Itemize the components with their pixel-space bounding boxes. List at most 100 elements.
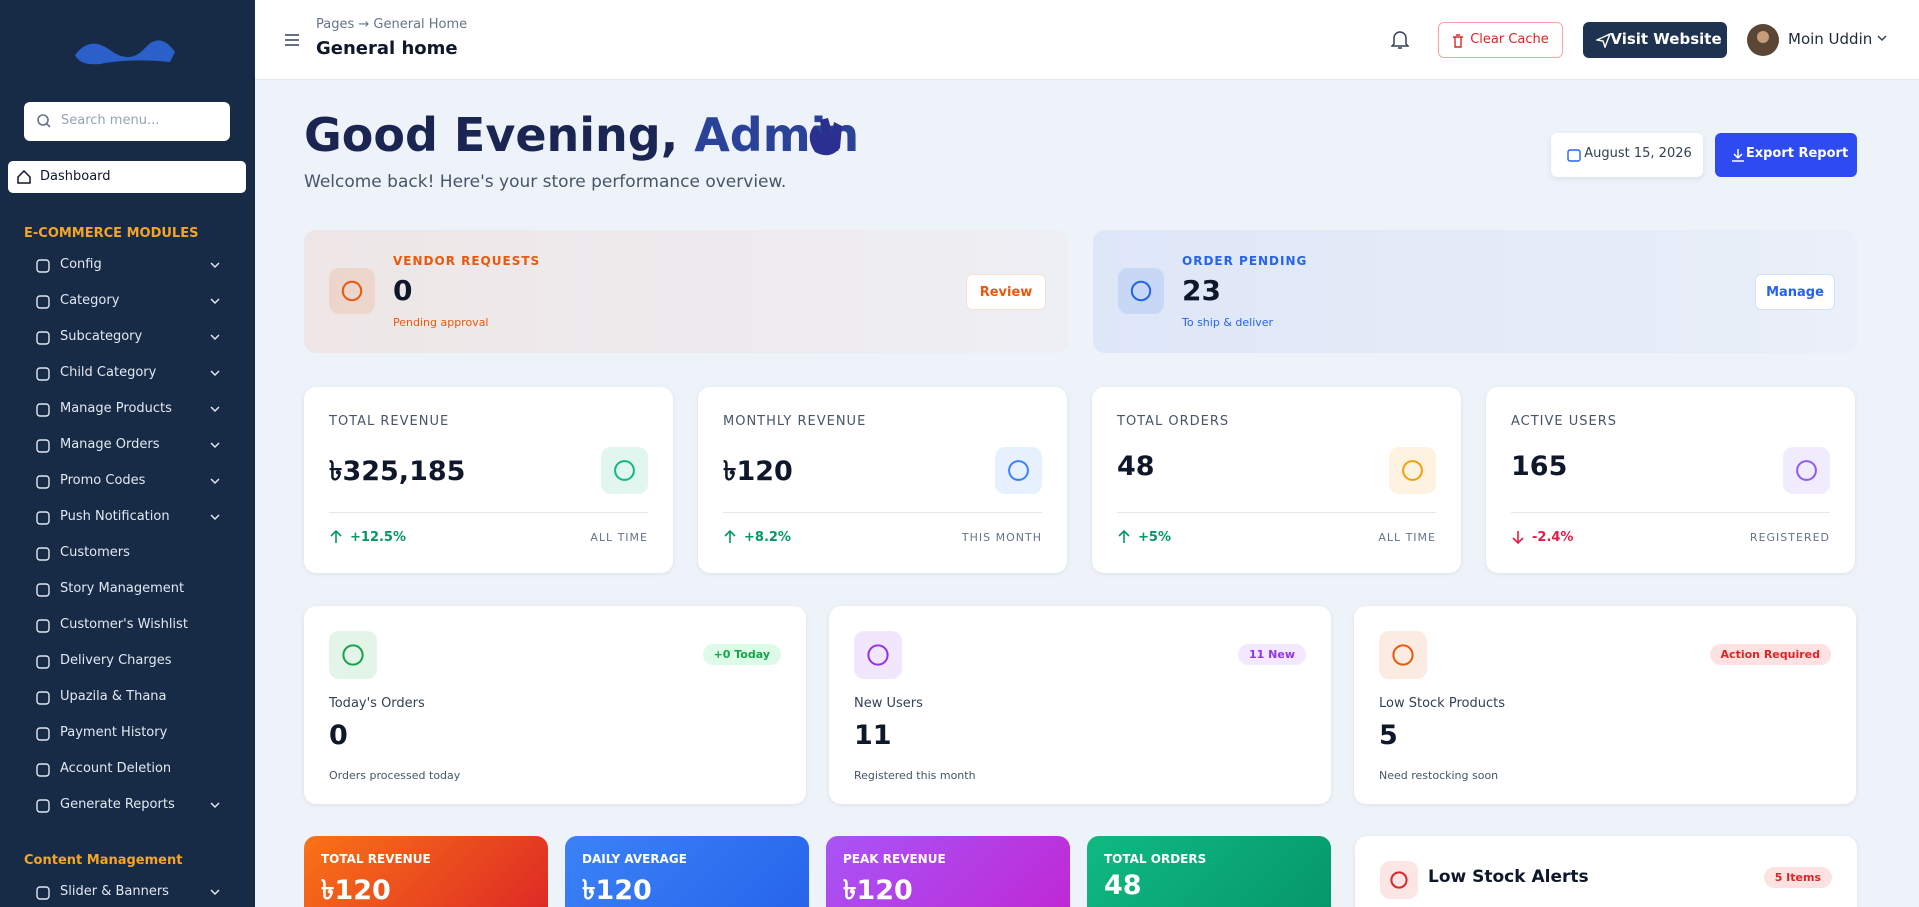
low-stock-panel: Low Stock Alerts 5 Items (1355, 836, 1857, 907)
nav-label: Dashboard (40, 169, 111, 184)
nav-icon (36, 259, 50, 273)
nav-icon (36, 655, 50, 669)
trash-icon (1453, 34, 1463, 48)
nav-label: Customer's Wishlist (60, 617, 188, 632)
chevron (210, 262, 220, 269)
nav-label: Push Notification (60, 509, 170, 524)
button-label: Visit Website (1610, 30, 1722, 48)
icon-box (1783, 447, 1830, 494)
nav-label: Delivery Charges (60, 653, 172, 668)
gradient-value: ৳120 (843, 875, 913, 906)
stat-label: ACTIVE USERS (1511, 414, 1618, 429)
chevron (210, 370, 220, 377)
nav-icon (36, 691, 50, 705)
date-label: August 15, 2026 (1584, 146, 1692, 161)
clear-cache-button[interactable]: Clear Cache (1438, 22, 1563, 58)
activity-label: Today's Orders (329, 696, 425, 711)
bell-icon[interactable] (1391, 30, 1409, 50)
main-content: Good Evening, Admin Welcome back! Here's… (255, 80, 1919, 907)
icon-box (1389, 447, 1436, 494)
stat-label: TOTAL REVENUE (329, 414, 450, 429)
export-button[interactable]: Export Report (1715, 133, 1857, 177)
stat-period: ALL TIME (1378, 531, 1436, 544)
gradient-label: PEAK REVENUE (843, 852, 946, 866)
icon-box (329, 268, 375, 314)
activity-card: 11 New New Users 11 Registered this mont… (829, 606, 1331, 804)
trend-icon (1512, 531, 1524, 544)
icon-box (1379, 631, 1427, 679)
activity-badge: Action Required (1709, 644, 1831, 665)
user-name[interactable]: Moin Uddin (1788, 30, 1873, 48)
send-icon (1596, 33, 1611, 48)
chevron (210, 514, 220, 521)
nav-icon (36, 403, 50, 417)
gradient-card: TOTAL REVENUE ৳120 (304, 836, 548, 907)
icon-box (854, 631, 902, 679)
chevron (210, 406, 220, 413)
divider (723, 512, 1042, 513)
alert-action[interactable]: Manage (1755, 274, 1835, 310)
nav-item-active[interactable]: Dashboard (8, 161, 246, 193)
activity-note: Need restocking soon (1379, 769, 1499, 782)
nav-icon (36, 331, 50, 345)
chevron (210, 889, 220, 896)
visit-website-button[interactable]: Visit Website (1583, 22, 1727, 58)
activity-badge: 11 New (1238, 644, 1306, 665)
panel-badge: 5 Items (1763, 867, 1832, 888)
gradient-value: 48 (1104, 870, 1142, 901)
menu-icon[interactable] (285, 34, 299, 46)
chevron (210, 334, 220, 341)
sidebar: Search menu... Dashboard E-COMMERCE MODU… (0, 0, 255, 907)
alert-card: ORDER PENDING 23 To ship & deliver Manag… (1093, 230, 1857, 353)
nav-label: Category (60, 293, 120, 308)
nav-label: Child Category (60, 365, 157, 380)
nav-label: Promo Codes (60, 473, 146, 488)
stat-value: 48 (1117, 451, 1155, 482)
alert-label: VENDOR REQUESTS (393, 254, 541, 268)
search-input[interactable]: Search menu... (24, 102, 230, 141)
alert-value: 0 (393, 274, 413, 307)
stat-change: +12.5% (350, 530, 406, 545)
nav-label: Slider & Banners (60, 884, 169, 899)
alert-label: ORDER PENDING (1182, 254, 1308, 268)
crumb: General Home (373, 17, 468, 32)
nav-label: Payment History (60, 725, 168, 740)
activity-badge: +0 Today (702, 644, 781, 665)
greeting-text: Good Evening, (304, 108, 679, 162)
avatar[interactable] (1747, 24, 1779, 56)
trend-icon (1118, 530, 1130, 543)
stat-period: ALL TIME (590, 531, 648, 544)
nav-icon (36, 547, 50, 561)
topbar: Pages → General Home General home Clear … (255, 0, 1919, 80)
section-title: E-COMMERCE MODULES (24, 226, 199, 241)
chevron (210, 298, 220, 305)
activity-card: Action Required Low Stock Products 5 Nee… (1354, 606, 1856, 804)
search-placeholder: Search menu... (61, 113, 160, 128)
date-picker[interactable]: August 15, 2026 (1551, 133, 1703, 177)
chevron (210, 442, 220, 449)
alert-action[interactable]: Review (966, 274, 1046, 310)
crumb[interactable]: Pages (316, 17, 355, 32)
nav-icon (36, 367, 50, 381)
home-icon (17, 170, 31, 184)
gradient-value: ৳120 (321, 875, 391, 906)
gradient-card: TOTAL ORDERS 48 (1087, 836, 1331, 907)
icon-box (601, 447, 648, 494)
wave-icon (809, 118, 842, 156)
nav-label: Generate Reports (60, 797, 175, 812)
nav-icon (36, 619, 50, 633)
nav-icon (36, 763, 50, 777)
nav-icon (36, 886, 50, 900)
download-icon (1732, 149, 1744, 162)
stat-value: ৳120 (723, 456, 793, 487)
divider (1511, 512, 1830, 513)
trend-icon (330, 530, 342, 543)
button-label: Clear Cache (1470, 32, 1549, 47)
gradient-label: TOTAL REVENUE (321, 852, 431, 866)
divider (1117, 512, 1436, 513)
nav-label: Story Management (60, 581, 185, 596)
stat-change: -2.4% (1532, 530, 1574, 545)
breadcrumb: Pages → General Home (316, 17, 468, 32)
chevron (210, 478, 220, 485)
stat-card: TOTAL REVENUE ৳325,185 +12.5% ALL TIME (304, 387, 673, 573)
